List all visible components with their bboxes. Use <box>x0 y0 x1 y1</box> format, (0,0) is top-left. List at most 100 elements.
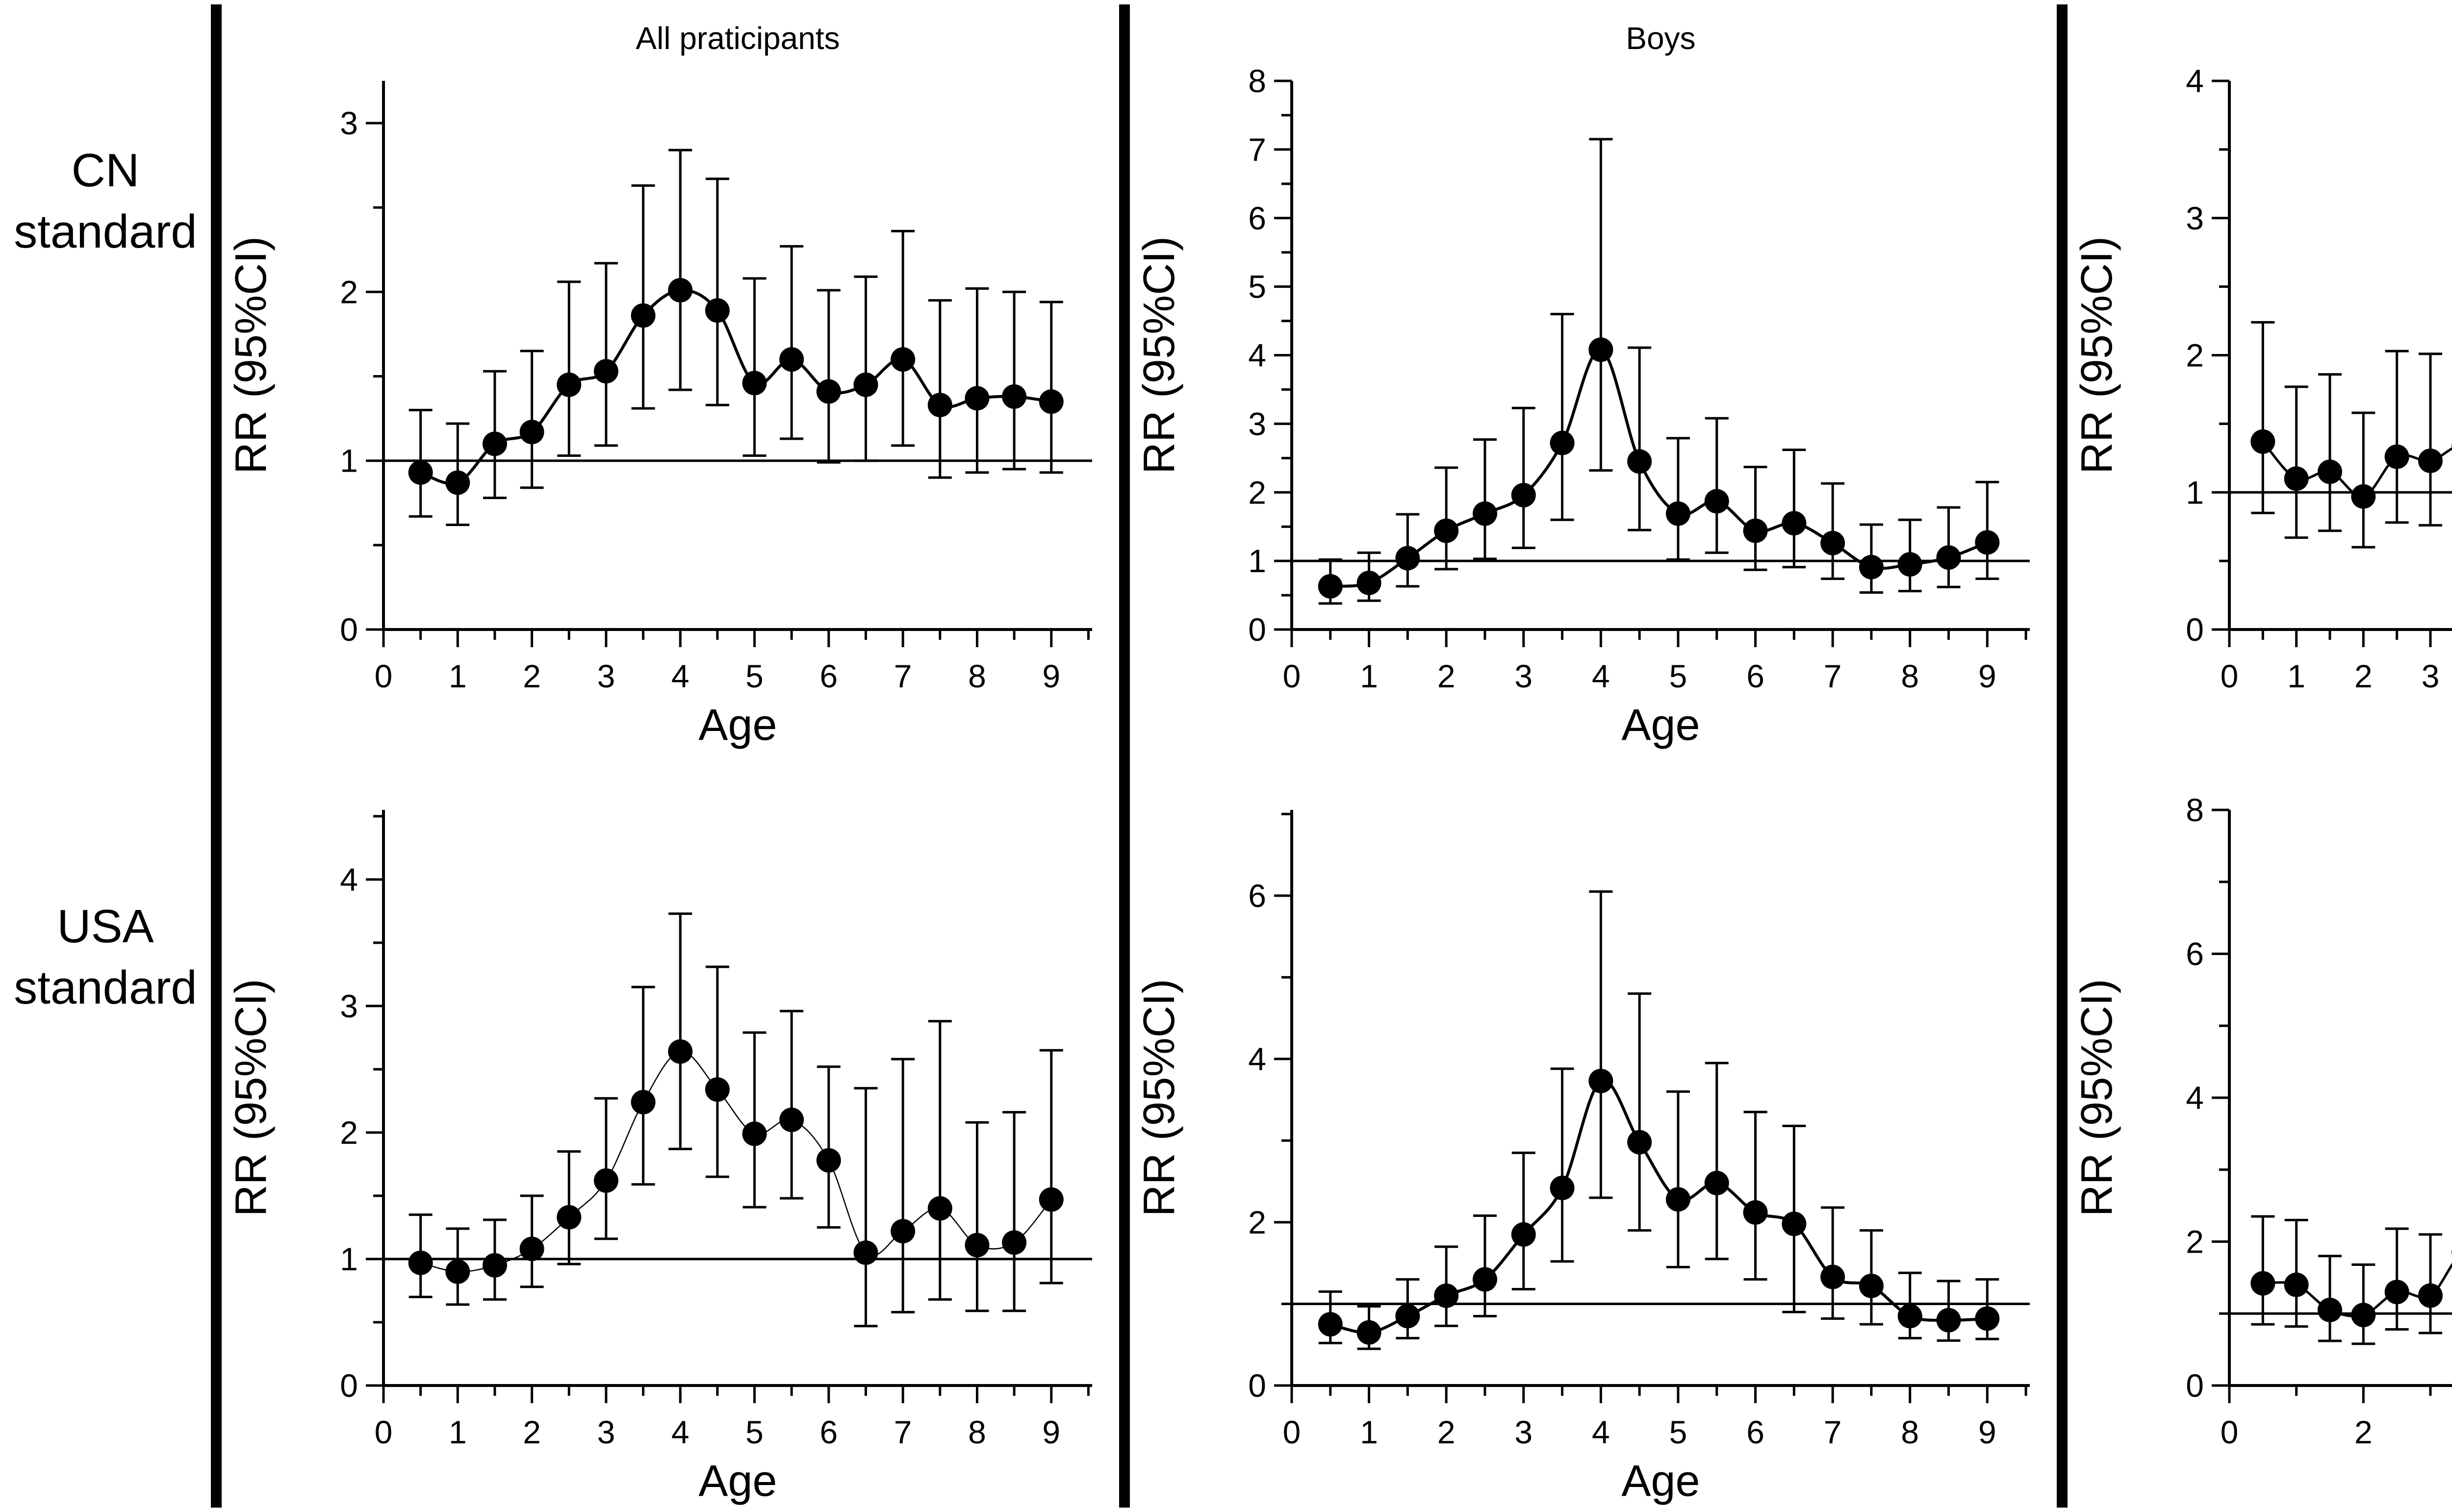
panel-title: Boys <box>1626 21 1695 56</box>
data-point-marker <box>2284 1272 2309 1297</box>
x-tick-label: 2 <box>1437 658 1456 694</box>
data-point-marker <box>2418 1283 2443 1308</box>
data-point-marker <box>668 277 693 302</box>
x-tick-label: 3 <box>597 1414 615 1450</box>
data-point-marker <box>2317 1297 2342 1322</box>
data-point-marker <box>1627 449 1652 474</box>
panel-usa-boys: 0 1 2 3 4 5 6 7 8 9 0 2 4 6 Age RR (95%CI) <box>1130 756 2057 1512</box>
y-tick-label: 2 <box>340 1114 358 1151</box>
x-tick-label: 0 <box>1283 1414 1301 1450</box>
data-point-marker <box>1039 389 1064 414</box>
data-point-marker <box>1859 1273 1884 1298</box>
data-point-marker <box>1588 1068 1613 1093</box>
row-label-usa-standard: USA standard <box>14 900 197 1014</box>
x-tick-label: 7 <box>1824 1414 1842 1450</box>
data-point-marker <box>816 1148 841 1173</box>
data-point-marker <box>408 460 433 485</box>
data-point-marker <box>1356 570 1381 595</box>
data-point-marker <box>1550 430 1575 455</box>
data-point-marker <box>519 1236 544 1261</box>
data-point-marker <box>816 379 841 404</box>
data-point-marker <box>1820 1264 1845 1289</box>
data-point-marker <box>1975 1306 2000 1331</box>
x-tick-label: 1 <box>2287 658 2305 694</box>
column-girls: Girls012345678901234AgeRR (95%CI) 024680… <box>2068 0 2452 1512</box>
y-tick-label: 2 <box>2186 337 2204 374</box>
data-point-marker <box>891 1219 916 1244</box>
x-tick-label: 9 <box>1042 1414 1060 1450</box>
trend-curve <box>1330 1079 1988 1335</box>
y-axis-title: RR (95%CI) <box>1135 979 1184 1216</box>
data-point-marker <box>1318 574 1343 599</box>
x-tick-label: 2 <box>523 1414 541 1450</box>
x-tick-label: 4 <box>1592 658 1610 694</box>
data-point-marker <box>482 431 507 456</box>
x-tick-label: 9 <box>1978 1414 1996 1450</box>
data-point-marker <box>445 1259 470 1284</box>
y-tick-label: 4 <box>2186 63 2204 99</box>
y-axis-title: RR (95%CI) <box>227 236 276 474</box>
panel-usa-girls: 0246802468AgeRR (95%CI) <box>2068 756 2452 1512</box>
x-tick-label: 0 <box>375 1414 393 1450</box>
data-point-marker <box>1395 546 1420 571</box>
y-tick-label: 1 <box>2186 474 2204 510</box>
y-axis-title: RR (95%CI) <box>1135 236 1184 474</box>
y-tick-label: 0 <box>2186 1367 2204 1404</box>
x-tick-label: 6 <box>1746 658 1764 694</box>
x-tick-label: 0 <box>1283 658 1301 694</box>
data-point-marker <box>1743 518 1768 543</box>
y-tick-label: 2 <box>2186 1224 2204 1260</box>
x-tick-label: 2 <box>523 658 541 694</box>
data-point-marker <box>1434 1283 1459 1308</box>
y-tick-label: 3 <box>340 105 358 141</box>
data-point-marker <box>891 347 916 372</box>
trend-curve <box>420 1051 1052 1273</box>
chart-svg: All praticipants 0 1 2 3 4 5 6 7 8 9 0 1 2 3 Age RR (95%… <box>227 21 1092 750</box>
x-tick-label: 3 <box>2422 658 2440 694</box>
x-tick-label: 4 <box>1592 1414 1610 1450</box>
x-tick-label: 1 <box>449 658 467 694</box>
x-tick-label: 5 <box>1669 1414 1687 1450</box>
data-point-marker <box>2317 459 2342 484</box>
y-tick-label: 6 <box>1248 878 1266 914</box>
data-point-marker <box>1627 1130 1652 1155</box>
data-point-marker <box>1356 1320 1381 1345</box>
data-point-marker <box>557 372 582 397</box>
column-boys: Boys 0 1 2 3 4 5 6 7 8 9 0 1 2 3 4 5 6 7 8 Age RR (95%CI) 0 1 2… <box>1130 0 2057 1512</box>
x-axis-title: Age <box>1621 1457 1700 1506</box>
data-point-marker <box>965 1233 990 1258</box>
y-tick-label: 0 <box>1248 611 1266 648</box>
x-tick-label: 7 <box>1824 658 1842 694</box>
x-tick-label: 5 <box>745 1414 764 1450</box>
y-tick-label: 6 <box>2186 936 2204 972</box>
y-tick-label: 0 <box>2186 611 2204 648</box>
data-point-marker <box>853 1240 878 1265</box>
data-point-marker <box>1936 545 1961 570</box>
y-tick-label: 2 <box>1248 1204 1266 1240</box>
x-tick-label: 3 <box>597 658 615 694</box>
y-tick-label: 2 <box>340 274 358 310</box>
trend-curve <box>1330 348 1988 588</box>
x-axis-title: Age <box>698 1457 777 1506</box>
data-point-marker <box>1665 501 1690 526</box>
y-axis-title: RR (95%CI) <box>2072 979 2121 1216</box>
data-point-marker <box>2351 484 2376 509</box>
y-tick-label: 4 <box>2186 1080 2204 1116</box>
data-point-marker <box>408 1250 433 1275</box>
data-point-marker <box>965 386 990 411</box>
data-point-marker <box>668 1039 693 1064</box>
data-point-marker <box>1511 1222 1536 1247</box>
column-all-participants: All praticipants 0 1 2 3 4 5 6 7 8 9 0 1 2 3 Age RR (95%… <box>222 0 1119 1512</box>
data-point-marker <box>1550 1176 1575 1201</box>
x-tick-label: 6 <box>1746 1414 1764 1450</box>
data-point-marker <box>1897 552 1922 577</box>
data-point-marker <box>1820 530 1845 555</box>
data-point-marker <box>1588 337 1613 362</box>
data-point-marker <box>853 372 878 397</box>
data-point-marker <box>705 1077 730 1102</box>
y-tick-label: 3 <box>2186 200 2204 236</box>
data-point-marker <box>1782 1211 1807 1236</box>
data-point-marker <box>2250 1271 2275 1296</box>
data-point-marker <box>705 298 730 323</box>
